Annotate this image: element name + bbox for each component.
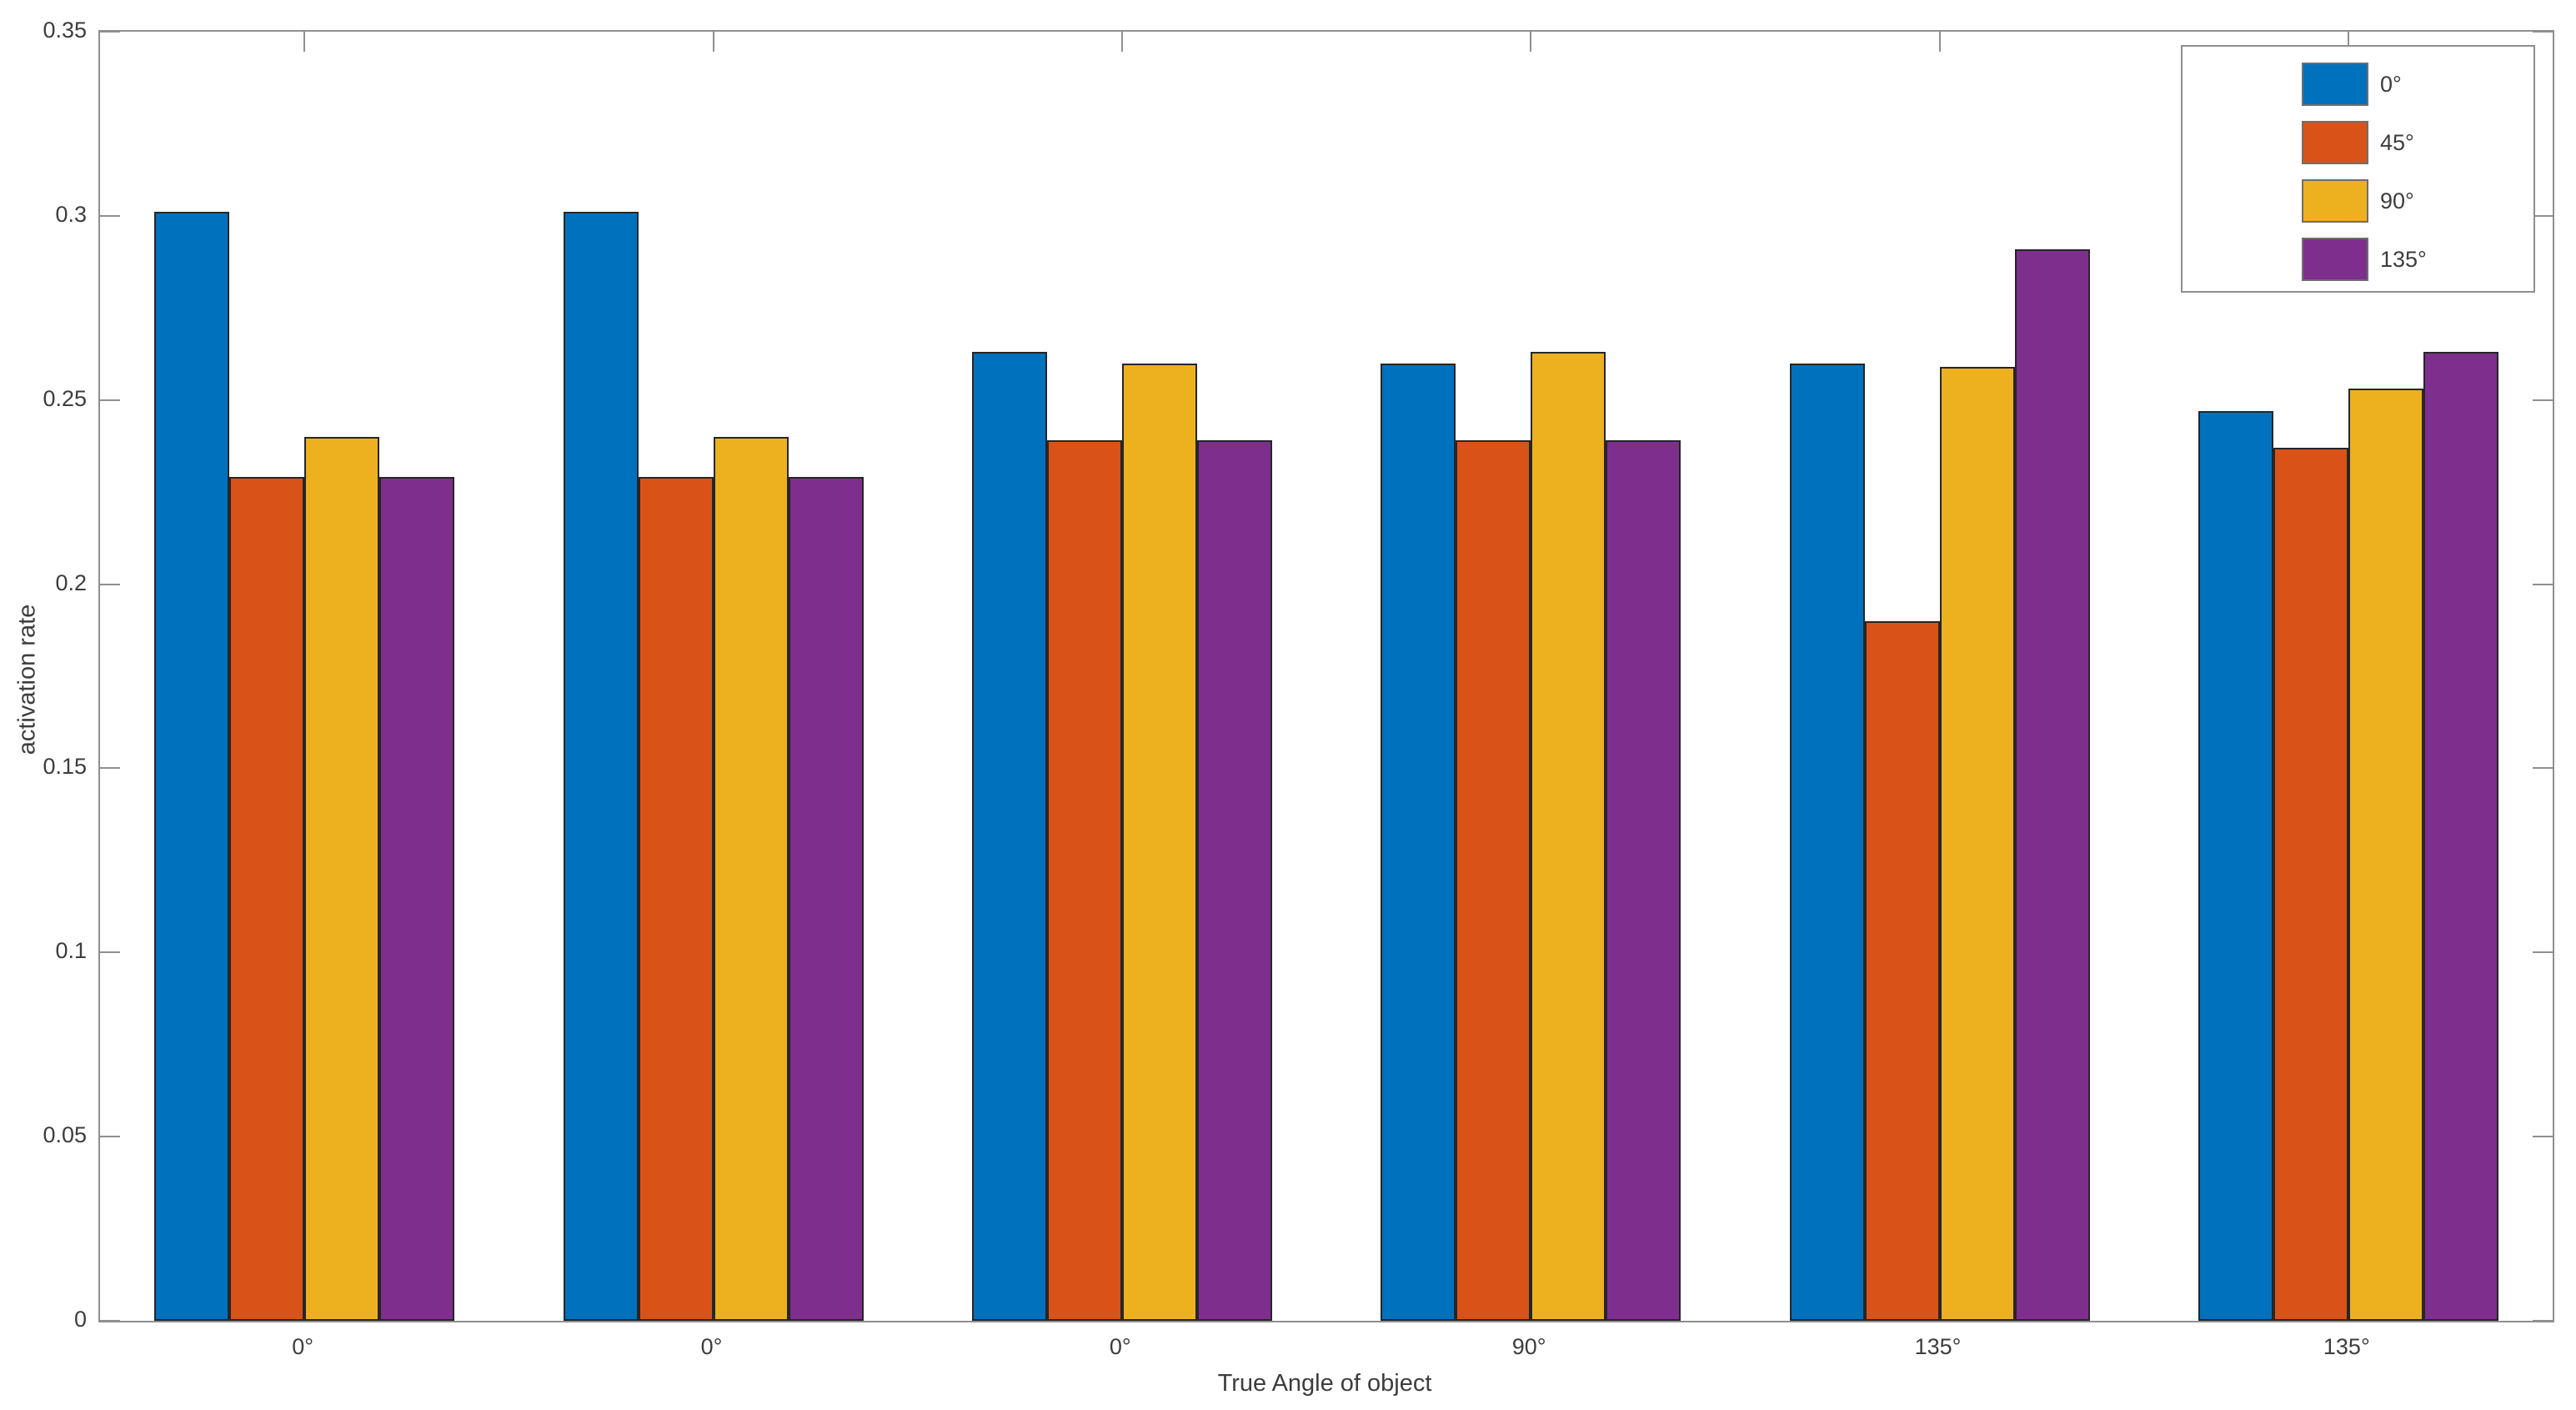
- legend-label-135deg: 135°: [2380, 246, 2427, 272]
- bar: [971, 352, 1047, 1321]
- bar: [229, 477, 305, 1321]
- bar: [1121, 364, 1197, 1321]
- bar: [788, 477, 864, 1321]
- legend-swatch-45deg: [2302, 121, 2368, 164]
- legend-label-45deg: 45°: [2380, 129, 2414, 155]
- x-tick-top: [1120, 32, 1123, 52]
- bar: [2198, 411, 2273, 1321]
- x-tick-label: 0°: [1109, 1334, 1131, 1359]
- x-axis-label: True Angle of object: [1217, 1370, 1432, 1397]
- y-tick-right: [2533, 951, 2553, 954]
- bar: [379, 477, 455, 1321]
- bar: [713, 437, 789, 1321]
- bar: [563, 212, 639, 1321]
- y-tick-right: [2533, 767, 2553, 770]
- bar: [304, 437, 380, 1321]
- legend-swatch-135deg: [2302, 238, 2368, 281]
- y-tick-right: [2533, 1136, 2553, 1138]
- y-tick-left: [100, 214, 120, 217]
- y-tick-right: [2533, 583, 2553, 585]
- x-tick-label: 0°: [700, 1334, 723, 1359]
- x-tick-top: [2347, 32, 2349, 52]
- x-tick-label: 135°: [1914, 1334, 1962, 1359]
- bar: [638, 477, 714, 1321]
- y-tick-left: [100, 399, 120, 401]
- bar: [154, 212, 230, 1321]
- y-tick-label: 0.05: [43, 1122, 87, 1148]
- bar: [1381, 364, 1456, 1321]
- plot-area: [98, 30, 2554, 1322]
- bar: [2273, 448, 2348, 1321]
- bar: [2348, 389, 2423, 1321]
- legend-label-0deg: 0°: [2380, 71, 2402, 97]
- y-tick-label: 0.35: [43, 18, 87, 43]
- legend-swatch-90deg: [2302, 179, 2368, 223]
- legend-item-135deg: 135°: [2302, 230, 2533, 289]
- bar: [2014, 249, 2090, 1321]
- y-tick-label: 0: [73, 1307, 87, 1332]
- y-tick-right: [2533, 1320, 2553, 1322]
- bar: [1456, 440, 1531, 1321]
- y-tick-left: [100, 583, 120, 585]
- y-tick-label: 0.3: [55, 201, 87, 227]
- x-tick-top: [1938, 32, 1941, 52]
- y-tick-label: 0.25: [43, 385, 87, 411]
- y-tick-label: 0.2: [55, 570, 87, 595]
- legend-swatch-0deg: [2302, 63, 2368, 106]
- legend-item-90deg: 90°: [2302, 172, 2533, 230]
- x-tick-top: [1530, 32, 1532, 52]
- legend-item-0deg: 0°: [2302, 55, 2533, 113]
- x-tick-label: 90°: [1511, 1334, 1546, 1359]
- x-tick-label: 135°: [2323, 1334, 2370, 1359]
- y-tick-right: [2533, 399, 2553, 401]
- bar: [1046, 440, 1122, 1321]
- legend-label-90deg: 90°: [2380, 188, 2414, 213]
- bar: [1196, 440, 1272, 1321]
- legend: 0° 45° 90° 135°: [2181, 45, 2535, 293]
- y-tick-label: 0.15: [43, 754, 87, 780]
- y-tick-left: [100, 1136, 120, 1138]
- y-tick-left: [100, 1320, 120, 1322]
- x-tick-label: 0°: [292, 1334, 314, 1359]
- y-tick-right: [2533, 214, 2553, 217]
- y-tick-left: [100, 951, 120, 954]
- x-tick-top: [303, 32, 306, 52]
- legend-item-45deg: 45°: [2302, 113, 2533, 172]
- y-tick-left: [100, 31, 120, 33]
- bar: [2423, 352, 2498, 1321]
- y-tick-right: [2533, 31, 2553, 33]
- x-tick-top: [712, 32, 714, 52]
- bar: [1606, 440, 1681, 1321]
- bar: [1789, 364, 1865, 1321]
- bar: [1864, 621, 1940, 1321]
- y-tick-label: 0.1: [55, 938, 87, 964]
- y-axis-label: activation rate: [13, 604, 41, 755]
- y-tick-left: [100, 767, 120, 770]
- bar: [1939, 367, 2015, 1321]
- bar: [1531, 352, 1606, 1321]
